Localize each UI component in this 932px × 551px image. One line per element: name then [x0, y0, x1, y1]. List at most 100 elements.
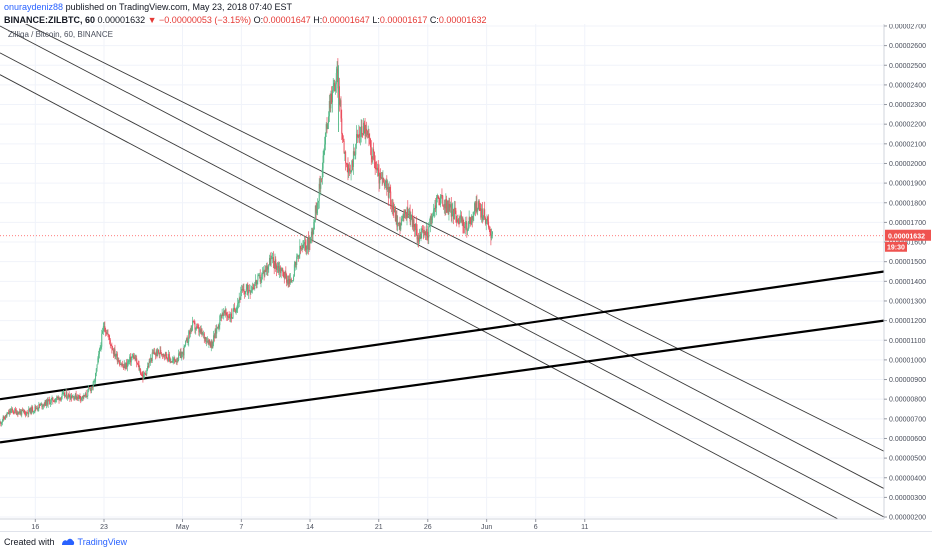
candle-body — [244, 291, 246, 294]
y-tick-label: 0.00002200 — [889, 122, 926, 129]
candle-body — [18, 411, 20, 414]
candle-body — [221, 313, 223, 319]
candle-body — [203, 333, 205, 339]
chart-area[interactable]: 0.00002700 0.00002600 0.00002500 0.00002400… — [0, 24, 932, 530]
candle-body — [196, 326, 198, 328]
support-trend-line[interactable] — [0, 270, 885, 401]
candle-body — [188, 331, 190, 342]
candle-body — [49, 402, 51, 405]
candle-body — [399, 222, 401, 230]
candle-body — [189, 331, 191, 335]
channel-trend-line[interactable] — [0, 74, 839, 520]
candle-body — [432, 215, 434, 218]
candle-body — [292, 280, 294, 282]
candle-body — [270, 258, 272, 266]
candle-body — [400, 225, 402, 230]
symbol-label: BINANCE:ZILBTC, 60 — [4, 15, 96, 25]
candle-body — [463, 226, 465, 227]
candle-body — [192, 320, 194, 322]
candle-body — [293, 264, 295, 277]
candle-body — [88, 388, 90, 390]
candle-body — [468, 217, 470, 227]
channel-trend-line[interactable] — [0, 24, 885, 452]
candle-body — [341, 118, 343, 134]
candle-body — [444, 203, 446, 209]
candle-body — [431, 217, 433, 221]
candle-body — [3, 416, 5, 419]
candle-body — [118, 360, 120, 363]
candle-body — [291, 280, 293, 283]
candle-body — [82, 395, 84, 399]
candle-body — [401, 218, 403, 226]
candle-body — [465, 222, 467, 224]
candle-body — [303, 242, 305, 245]
candle-body — [460, 215, 462, 222]
candle-body — [63, 392, 65, 397]
candle-body — [205, 337, 207, 343]
candle-body — [442, 195, 444, 206]
candle-body — [7, 412, 9, 415]
candle-body — [161, 354, 163, 356]
candle-body — [122, 364, 124, 367]
candle-body — [157, 349, 159, 353]
candle-body — [139, 369, 141, 370]
candle-body — [161, 353, 163, 355]
candle-body — [361, 126, 363, 135]
candle-body — [266, 265, 268, 270]
price-axis[interactable]: 0.00002700 0.00002600 0.00002500 0.00002400… — [884, 24, 926, 522]
candle-body — [100, 346, 102, 348]
candle-body — [11, 408, 13, 411]
candle-body — [296, 255, 298, 257]
candle-body — [380, 177, 382, 179]
countdown-label: 19:30 — [887, 244, 905, 251]
candles — [0, 58, 493, 427]
trend-lines[interactable] — [0, 24, 885, 520]
candle-body — [424, 231, 426, 235]
tradingview-link[interactable]: TradingView — [77, 536, 128, 547]
candle-body — [106, 333, 108, 335]
candle-body — [125, 362, 127, 369]
candle-body — [136, 363, 138, 365]
candle-body — [409, 210, 411, 222]
candle-body — [86, 395, 88, 397]
candle-body — [435, 205, 437, 209]
time-axis[interactable]: 16 23 May 7 14 21 26 Jun 6 11 — [31, 519, 588, 530]
candle-body — [222, 313, 224, 316]
candle-body — [353, 151, 355, 155]
candle-body — [15, 409, 17, 411]
candle-body — [328, 116, 330, 124]
candle-body — [471, 216, 473, 220]
price-chart[interactable]: 0.00002700 0.00002600 0.00002500 0.00002400… — [0, 24, 932, 530]
candle-body — [187, 341, 189, 343]
candle-body — [281, 268, 283, 271]
candle-body — [176, 360, 178, 362]
candle-body — [305, 245, 307, 250]
candle-body — [74, 393, 76, 398]
candle-body — [135, 358, 137, 361]
candle-body — [380, 172, 382, 179]
candle-body — [150, 357, 152, 362]
candle-body — [406, 207, 408, 218]
candle-body — [95, 368, 97, 374]
support-trend-line[interactable] — [0, 319, 885, 444]
candle-body — [410, 215, 412, 222]
tradingview-logo-icon[interactable] — [61, 537, 75, 546]
candle-body — [209, 340, 211, 343]
candle-body — [196, 326, 198, 329]
candle-body — [227, 316, 229, 318]
channel-trend-line[interactable] — [0, 25, 885, 489]
candle-body — [45, 400, 47, 406]
candle-body — [348, 168, 350, 174]
channel-trend-line[interactable] — [0, 52, 885, 518]
candle-body — [105, 332, 107, 335]
publication-line: onuraydeniz88 published on TradingView.c… — [4, 1, 884, 14]
candle-body — [372, 149, 374, 160]
candle-body — [182, 351, 184, 354]
candle-body — [214, 329, 216, 338]
candle-body — [84, 393, 86, 397]
candle-body — [449, 204, 451, 208]
author-link[interactable]: onuraydeniz88 — [4, 2, 64, 12]
candle-body — [223, 310, 225, 314]
candle-body — [185, 340, 187, 346]
candle-body — [105, 331, 107, 333]
